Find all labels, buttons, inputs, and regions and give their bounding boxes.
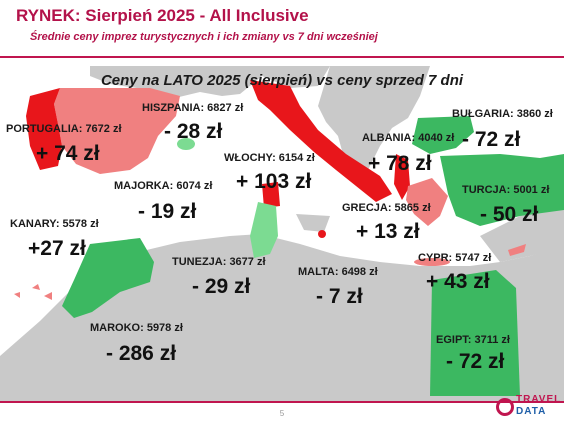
label-cyprus: CYPR: 5747 zł — [418, 252, 492, 264]
sardinia-shape — [262, 182, 280, 208]
change-morocco: - 286 zł — [106, 342, 177, 365]
header-divider — [0, 56, 564, 58]
portugal-shape — [26, 88, 62, 170]
label-portugal: PORTUGALIA: 7672 zł — [6, 123, 122, 135]
bulgaria-shape — [412, 116, 474, 154]
logo-mark-icon — [496, 398, 514, 416]
slide-header: RYNEK: Sierpień 2025 - All Inclusive Śre… — [0, 0, 564, 66]
logo-text-data: DATA — [516, 406, 547, 417]
egypt-shape — [430, 270, 520, 396]
change-albania: + 78 zł — [368, 152, 432, 175]
change-greece: + 13 zł — [356, 220, 420, 243]
sicily-shape — [296, 214, 330, 232]
crete-shape — [414, 258, 450, 266]
label-canaries: KANARY: 5578 zł — [10, 218, 99, 230]
italy-shape — [250, 80, 392, 202]
label-albania: ALBANIA: 4040 zł — [362, 132, 455, 144]
change-egypt: - 72 zł — [446, 350, 505, 373]
land-middle-east — [480, 204, 564, 262]
change-cyprus: + 43 zł — [426, 270, 490, 293]
label-spain: HISZPANIA: 6827 zł — [142, 102, 244, 114]
change-spain: - 28 zł — [164, 120, 223, 143]
tunisia-shape — [250, 202, 278, 258]
label-malta: MALTA: 6498 zł — [298, 266, 378, 278]
change-majorca: - 19 zł — [138, 200, 197, 223]
albania-shape — [394, 154, 410, 200]
land-balkans — [318, 66, 430, 178]
mediterranean-map: Ceny na LATO 2025 (sierpień) vs ceny spr… — [0, 66, 564, 401]
morocco-shape — [62, 238, 154, 318]
malta-shape — [318, 230, 326, 238]
label-egypt: EGIPT: 3711 zł — [436, 334, 510, 346]
change-italy: + 103 zł — [236, 170, 312, 193]
label-tunisia: TUNEZJA: 3677 zł — [172, 256, 266, 268]
label-morocco: MAROKO: 5978 zł — [90, 322, 183, 334]
greece-shape — [406, 178, 448, 226]
map-title: Ceny na LATO 2025 (sierpień) vs ceny spr… — [100, 72, 464, 89]
travel-data-logo: TRAVEL DATA — [496, 394, 562, 422]
change-turkey: - 50 zł — [480, 203, 539, 226]
slide-subtitle: Średnie ceny imprez turystycznych i ich … — [30, 31, 378, 43]
change-tunisia: - 29 zł — [192, 275, 251, 298]
logo-text-travel: TRAVEL — [516, 394, 562, 405]
label-greece: GRECJA: 5865 zł — [342, 202, 431, 214]
page-number: 5 — [279, 409, 285, 418]
label-majorca: MAJORKA: 6074 zł — [114, 180, 213, 192]
cyprus-shape — [508, 244, 526, 256]
change-bulgaria: - 72 zł — [462, 128, 521, 151]
label-turkey: TURCJA: 5001 zł — [462, 184, 550, 196]
change-malta: - 7 zł — [316, 285, 363, 308]
change-portugal: + 74 zł — [36, 142, 100, 165]
label-italy: WŁOCHY: 6154 zł — [224, 152, 315, 164]
change-canaries: +27 zł — [28, 237, 86, 260]
turkey-shape — [440, 154, 564, 226]
footer-divider — [0, 401, 564, 403]
spain-shape — [54, 88, 180, 174]
slide-title: RYNEK: Sierpień 2025 - All Inclusive — [16, 6, 309, 25]
label-bulgaria: BUŁGARIA: 3860 zł — [452, 108, 553, 120]
map-graphic — [0, 66, 564, 401]
majorca-shape — [177, 138, 195, 150]
